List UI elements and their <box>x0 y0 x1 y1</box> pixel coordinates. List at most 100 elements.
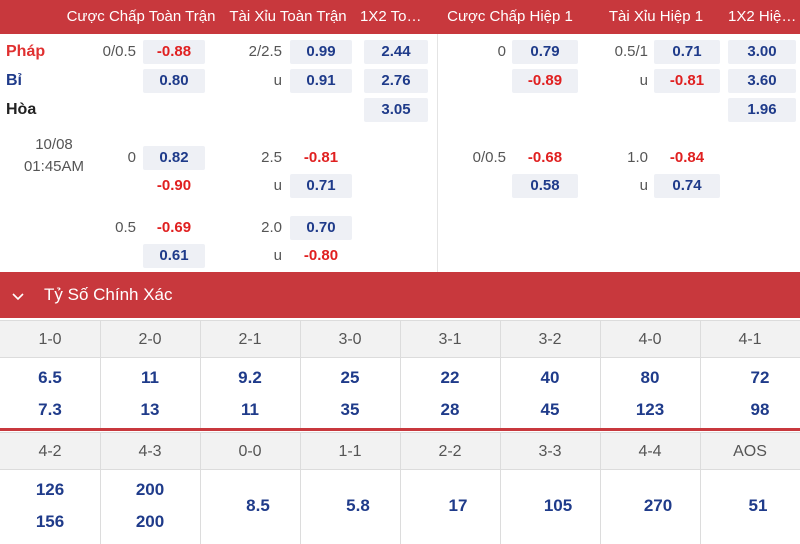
grid-divider <box>500 432 501 544</box>
ou-under-odds[interactable]: 0.91 <box>290 69 352 93</box>
h1-hdp-line: 0 <box>497 43 506 60</box>
grid-divider <box>600 432 601 544</box>
header-over-under-full[interactable]: Tài Xỉu Toàn Trận <box>229 8 347 25</box>
alt1-ou-over-odds[interactable]: -0.81 <box>303 149 339 166</box>
odds-table: Pháp Bỉ Hòa 10/08 01:45AM 0/0.5 -0.88 0.… <box>0 34 800 272</box>
grid-divider <box>400 432 401 544</box>
alt2-hdp-away-odds[interactable]: 0.61 <box>143 244 205 268</box>
grid-divider <box>400 320 401 428</box>
score-label: 4-3 <box>138 443 162 460</box>
alt2-hdp-home-odds[interactable]: -0.69 <box>156 219 192 236</box>
alt1-h1-ou-under-odds[interactable]: 0.74 <box>654 174 720 198</box>
team-home: Pháp <box>6 43 46 60</box>
match-time: 10/08 01:45AM <box>14 134 94 178</box>
score-odds-home[interactable]: 72 <box>750 368 770 387</box>
alt2-ou-over-odds[interactable]: 0.70 <box>290 216 352 240</box>
alt2-hdp-line: 0.5 <box>115 219 136 236</box>
score-odds-home[interactable]: 25 <box>340 368 360 387</box>
match-kickoff: 01:45AM <box>23 158 85 175</box>
h1-hdp-away-odds[interactable]: -0.89 <box>512 69 578 93</box>
h1-x12-away-odds[interactable]: 3.60 <box>728 69 796 93</box>
x12-draw-odds[interactable]: 3.05 <box>364 98 428 122</box>
score-label: 0-0 <box>238 443 262 460</box>
alt1-h1-ou-over-odds[interactable]: -0.84 <box>669 149 705 166</box>
score-label: 4-0 <box>638 331 662 348</box>
team-away: Bỉ <box>6 72 22 89</box>
score-odds-away[interactable]: 156 <box>35 512 65 531</box>
hdp-away-odds[interactable]: 0.80 <box>143 69 205 93</box>
score-odds-draw[interactable]: 8.5 <box>246 496 270 515</box>
header-handicap-full[interactable]: Cược Chấp Toàn Trận <box>66 8 216 25</box>
grid-divider <box>300 432 301 544</box>
alt1-h1-hdp-line: 0/0.5 <box>472 149 506 166</box>
score-label: 2-1 <box>238 331 262 348</box>
score-odds-draw[interactable]: 5.8 <box>346 496 370 515</box>
score-odds-home[interactable]: 11 <box>141 368 159 387</box>
alt2-ou-under-label: u <box>273 247 282 264</box>
score-odds-home[interactable]: 22 <box>440 368 460 387</box>
alt1-h1-ou-under-label: u <box>639 177 648 194</box>
score-label: 4-2 <box>38 443 62 460</box>
score-odds-home[interactable]: 40 <box>540 368 560 387</box>
ou-under-label: u <box>273 72 282 89</box>
score-label: AOS <box>733 443 767 460</box>
team-draw: Hòa <box>6 101 37 118</box>
x12-home-odds[interactable]: 2.44 <box>364 40 428 64</box>
column-divider <box>437 34 438 272</box>
score-odds-away[interactable]: 200 <box>135 512 165 531</box>
alt1-hdp-away-odds[interactable]: -0.90 <box>156 177 192 194</box>
score-odds-home[interactable]: 126 <box>35 480 65 499</box>
h1-ou-over-odds[interactable]: 0.71 <box>654 40 720 64</box>
score-odds-draw[interactable]: 51 <box>748 496 768 515</box>
score-odds-home[interactable]: 6.5 <box>38 368 62 387</box>
score-label: 4-4 <box>638 443 662 460</box>
score-odds-away[interactable]: 13 <box>140 400 160 419</box>
score-odds-away[interactable]: 35 <box>340 400 360 419</box>
header-over-under-h1[interactable]: Tài Xỉu Hiệp 1 <box>608 8 704 25</box>
alt1-h1-hdp-away-odds[interactable]: 0.58 <box>512 174 578 198</box>
score-odds-draw[interactable]: 105 <box>543 496 573 515</box>
h1-ou-under-odds[interactable]: -0.81 <box>654 69 720 93</box>
h1-x12-home-odds[interactable]: 3.00 <box>728 40 796 64</box>
header-1x2-h1[interactable]: 1X2 Hiệp 1 <box>728 8 798 25</box>
alt2-ou-under-odds[interactable]: -0.80 <box>303 247 339 264</box>
score-odds-away[interactable]: 45 <box>540 400 560 419</box>
score-odds-draw[interactable]: 17 <box>448 496 468 515</box>
correct-score-header[interactable]: Tỷ Số Chính Xác <box>0 272 800 318</box>
alt1-ou-under-odds[interactable]: 0.71 <box>290 174 352 198</box>
hdp-home-odds[interactable]: -0.88 <box>143 40 205 64</box>
score-odds-away[interactable]: 123 <box>635 400 665 419</box>
match-date: 10/08 <box>35 136 73 153</box>
h1-ou-line: 0.5/1 <box>614 43 648 60</box>
grid-divider <box>300 320 301 428</box>
x12-away-odds[interactable]: 2.76 <box>364 69 428 93</box>
grid-divider <box>100 320 101 428</box>
score-odds-away[interactable]: 7.3 <box>38 400 62 419</box>
h1-x12-draw-odds[interactable]: 1.96 <box>728 98 796 122</box>
score-odds-draw[interactable]: 270 <box>643 496 673 515</box>
score-label: 2-0 <box>138 331 162 348</box>
score-odds-home[interactable]: 80 <box>640 368 660 387</box>
score-odds-home[interactable]: 200 <box>135 480 165 499</box>
score-odds-home[interactable]: 9.2 <box>238 368 262 387</box>
grid-divider <box>200 320 201 428</box>
grid-divider <box>100 432 101 544</box>
score-odds-away[interactable]: 11 <box>241 400 259 419</box>
alt1-h1-hdp-home-odds[interactable]: -0.68 <box>527 149 563 166</box>
score-label: 4-1 <box>738 331 762 348</box>
odds-header-bar: Cược Chấp Toàn Trận Tài Xỉu Toàn Trận 1X… <box>0 0 800 34</box>
alt1-hdp-home-odds[interactable]: 0.82 <box>143 146 205 170</box>
header-1x2-full[interactable]: 1X2 Toàn Trận <box>360 8 424 25</box>
score-odds-away[interactable]: 98 <box>750 400 770 419</box>
chevron-down-icon[interactable] <box>8 286 28 306</box>
grid-divider <box>200 432 201 544</box>
score-label: 1-1 <box>338 443 362 460</box>
h1-hdp-home-odds[interactable]: 0.79 <box>512 40 578 64</box>
score-label: 3-1 <box>438 331 462 348</box>
score-label: 3-2 <box>538 331 562 348</box>
ou-over-odds[interactable]: 0.99 <box>290 40 352 64</box>
hdp-line: 0/0.5 <box>102 43 136 60</box>
score-odds-away[interactable]: 28 <box>440 400 460 419</box>
score-label: 2-2 <box>438 443 462 460</box>
header-handicap-h1[interactable]: Cược Chấp Hiệp 1 <box>447 8 573 25</box>
